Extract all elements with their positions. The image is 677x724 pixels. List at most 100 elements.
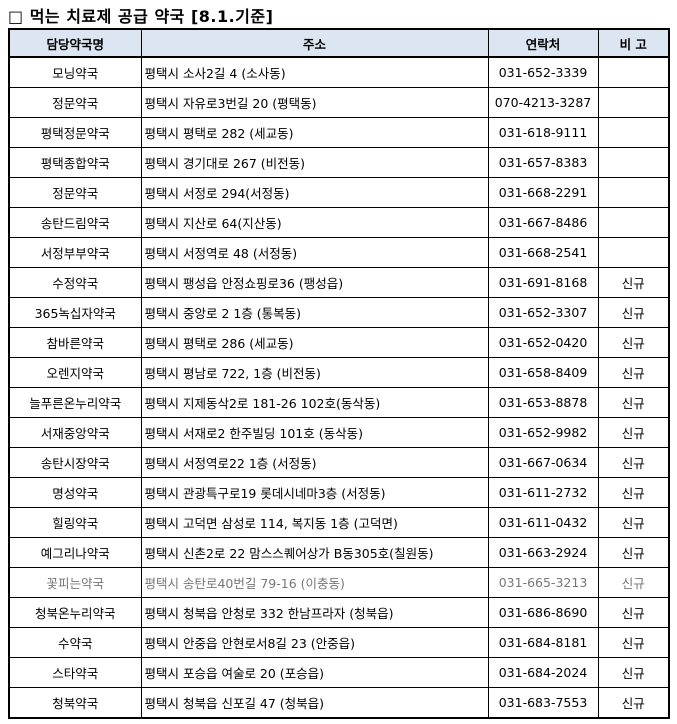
note [597,237,670,268]
address: 평택시 고덕면 삼성로 114, 복지동 1층 (고덕면) [140,507,489,538]
phone: 031-683-7553 [487,687,599,719]
phone: 031-667-0634 [487,447,599,478]
table-row: 수정약국 평택시 팽성읍 안정쇼핑로36 (팽성읍) 031-691-8168 신규 [8,267,670,298]
address: 평택시 송탄로40번길 79-16 (이충동) [140,567,489,598]
table-row: 송탄시장약국 평택시 서정역로22 1층 (서정동) 031-667-0634 신규 [8,447,670,478]
table-row: 정문약국 평택시 서정로 294(서정동) 031-668-2291 [8,177,670,208]
address: 평택시 팽성읍 안정쇼핑로36 (팽성읍) [140,267,489,298]
phone: 031-668-2291 [487,177,599,208]
table-row: 365녹십자약국 평택시 중앙로 2 1층 (통복동) 031-652-3307 신규 [8,297,670,328]
phone: 031-657-8383 [487,147,599,178]
note [597,207,670,238]
table-row: 서정부부약국 평택시 서정역로 48 (서정동) 031-668-2541 [8,237,670,268]
table-row: 스타약국 평택시 포승읍 여술로 20 (포승읍) 031-684-2024 신규 [8,657,670,688]
pharmacy-name: 청북온누리약국 [8,597,142,628]
phone: 031-684-2024 [487,657,599,688]
phone: 031-611-2732 [487,477,599,508]
title: □ 먹는 치료제 공급 약국 [8.1.기준] [8,7,274,26]
note: 신규 [597,297,670,328]
pharmacy-name: 모닝약국 [8,56,142,88]
table-row: 서재중앙약국 평택시 서재로2 한주빌딩 101호 (동삭동) 031-652-99… [8,417,670,448]
phone: 031-663-2924 [487,537,599,568]
header-cell: 비 고 [597,28,670,58]
note: 신규 [597,597,670,628]
table-row: 늘푸른온누리약국 평택시 지제동삭2로 181-26 102호(동삭동) 031-6… [8,387,670,418]
address: 평택시 청북읍 신포길 47 (청북읍) [140,687,489,719]
pharmacy-table: 담당약국명 주소 연락처 비 고 모닝약국 평택시 소사2길 4 (소사동) 031-65… [8,28,670,719]
pharmacy-name: 365녹십자약국 [8,297,142,328]
note: 신규 [597,537,670,568]
table-row: 모닝약국 평택시 소사2길 4 (소사동) 031-652-3339 [8,56,670,88]
address: 평택시 지산로 64(지산동) [140,207,489,238]
header-cell: 주소 [140,28,489,58]
address: 평택시 평택로 286 (세교동) [140,327,489,358]
note: 신규 [597,477,670,508]
pharmacy-name: 힐링약국 [8,507,142,538]
phone: 031-652-3339 [487,56,599,88]
pharmacy-name: 수약국 [8,627,142,658]
note: 신규 [597,507,670,538]
note [597,177,670,208]
note: 신규 [597,567,670,598]
pharmacy-name: 서정부부약국 [8,237,142,268]
note: 신규 [597,357,670,388]
note: 신규 [597,447,670,478]
phone: 031-667-8486 [487,207,599,238]
table-header: 담당약국명 주소 연락처 비 고 [8,28,670,58]
pharmacy-name: 송탄시장약국 [8,447,142,478]
phone: 031-658-8409 [487,357,599,388]
address: 평택시 경기대로 267 (비전동) [140,147,489,178]
table-row: 수약국 평택시 안중읍 안현로서8길 23 (안중읍) 031-684-8181 신규 [8,627,670,658]
note [597,56,670,88]
table-row: 참바른약국 평택시 평택로 286 (세교동) 031-652-0420 신규 [8,327,670,358]
note [597,147,670,178]
table-body: 모닝약국 평택시 소사2길 4 (소사동) 031-652-3339 정문약국 평택시 … [8,56,670,719]
address: 평택시 신촌2로 22 맘스스퀘어상가 B동305호(칠원동) [140,537,489,568]
phone: 031-618-9111 [487,117,599,148]
pharmacy-name: 평택정문약국 [8,117,142,148]
table-row: 송탄드림약국 평택시 지산로 64(지산동) 031-667-8486 [8,207,670,238]
note: 신규 [597,687,670,719]
phone: 031-684-8181 [487,627,599,658]
phone: 031-611-0432 [487,507,599,538]
table-row: 평택종합약국 평택시 경기대로 267 (비전동) 031-657-8383 [8,147,670,178]
note: 신규 [597,267,670,298]
note [597,87,670,118]
phone: 031-665-3213 [487,567,599,598]
note: 신규 [597,417,670,448]
pharmacy-name: 수정약국 [8,267,142,298]
pharmacy-name: 서재중앙약국 [8,417,142,448]
address: 평택시 포승읍 여술로 20 (포승읍) [140,657,489,688]
address: 평택시 서정역로 48 (서정동) [140,237,489,268]
pharmacy-name: 참바른약국 [8,327,142,358]
table-row: 청북약국 평택시 청북읍 신포길 47 (청북읍) 031-683-7553 신규 [8,687,670,719]
phone: 031-652-3307 [487,297,599,328]
address: 평택시 평택로 282 (세교동) [140,117,489,148]
table-row: 오렌지약국 평택시 평남로 722, 1층 (비전동) 031-658-8409 신규 [8,357,670,388]
note: 신규 [597,657,670,688]
table-row: 정문약국 평택시 자유로3번길 20 (평택동) 070-4213-3287 [8,87,670,118]
pharmacy-name: 송탄드림약국 [8,207,142,238]
address: 평택시 중앙로 2 1층 (통복동) [140,297,489,328]
table-row: 청북온누리약국 평택시 청북읍 안청로 332 한남프라자 (청북읍) 031-68… [8,597,670,628]
pharmacy-name: 명성약국 [8,477,142,508]
table-row: 평택정문약국 평택시 평택로 282 (세교동) 031-618-9111 [8,117,670,148]
pharmacy-name: 꽃피는약국 [8,567,142,598]
header-row: 담당약국명 주소 연락처 비 고 [8,28,670,58]
pharmacy-name: 스타약국 [8,657,142,688]
header-cell: 연락처 [487,28,599,58]
phone: 031-652-9982 [487,417,599,448]
address: 평택시 안중읍 안현로서8길 23 (안중읍) [140,627,489,658]
header-cell: 담당약국명 [8,28,142,58]
table-row: 힐링약국 평택시 고덕면 삼성로 114, 복지동 1층 (고덕면) 031-611… [8,507,670,538]
address: 평택시 관광특구로19 롯데시네마3층 (서정동) [140,477,489,508]
phone: 070-4213-3287 [487,87,599,118]
pharmacy-name: 정문약국 [8,177,142,208]
address: 평택시 청북읍 안청로 332 한남프라자 (청북읍) [140,597,489,628]
phone: 031-668-2541 [487,237,599,268]
address: 평택시 소사2길 4 (소사동) [140,56,489,88]
phone: 031-686-8690 [487,597,599,628]
table-row: 꽃피는약국 평택시 송탄로40번길 79-16 (이충동) 031-665-3213… [8,567,670,598]
address: 평택시 서정역로22 1층 (서정동) [140,447,489,478]
